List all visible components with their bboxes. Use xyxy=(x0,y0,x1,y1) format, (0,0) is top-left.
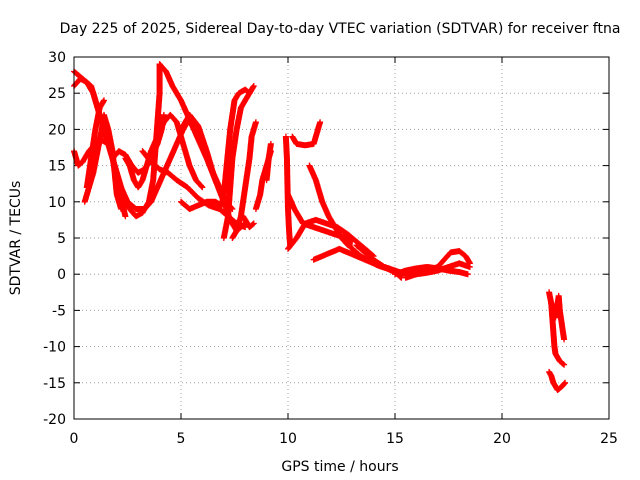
data-series xyxy=(71,61,569,393)
y-tick-label: 5 xyxy=(57,231,66,247)
series-arc-5 xyxy=(83,97,107,191)
chart-title: Day 225 of 2025, Sidereal Day-to-day VTE… xyxy=(60,21,621,37)
series-arc-26 xyxy=(392,264,471,278)
y-axis-label: SDTVAR / TECUs xyxy=(8,181,24,296)
series-arc-14 xyxy=(240,213,257,231)
x-tick-label: 20 xyxy=(493,431,511,447)
data-point-markers xyxy=(546,368,569,393)
series-arc-28 xyxy=(548,300,568,368)
y-tick-label: 30 xyxy=(48,50,66,66)
x-axis-label: GPS time / hours xyxy=(281,459,398,475)
data-point-markers xyxy=(178,86,253,212)
series-arc-11 xyxy=(178,86,253,212)
data-point-markers xyxy=(139,148,249,231)
series-arc-9 xyxy=(139,148,249,231)
y-tick-labels: -20 -15 -10 -5 0 5 10 15 20 25 30 xyxy=(43,50,66,428)
x-tick-label: 5 xyxy=(177,431,186,447)
y-tick-label: 10 xyxy=(48,195,66,211)
data-point-markers xyxy=(83,97,107,191)
y-tick-label: 15 xyxy=(48,159,66,175)
y-tick-label: 20 xyxy=(48,122,66,138)
x-tick-label: 10 xyxy=(279,431,297,447)
data-point-markers xyxy=(548,300,568,368)
series-arc-13 xyxy=(229,119,259,241)
data-point-markers xyxy=(240,213,257,231)
series-arc-16 xyxy=(263,140,274,184)
series-arc-17 xyxy=(289,119,324,149)
y-tick-label: 25 xyxy=(48,86,66,102)
y-tick-label: -5 xyxy=(52,303,66,319)
plot-frame xyxy=(73,56,610,420)
data-point-markers xyxy=(392,264,471,278)
data-point-markers xyxy=(263,140,274,184)
y-tick-label: -10 xyxy=(43,340,66,356)
x-tick-label: 25 xyxy=(600,431,618,447)
series-arc-29 xyxy=(546,368,569,393)
data-point-markers xyxy=(289,119,324,149)
y-tick-label: -15 xyxy=(43,376,66,392)
data-point-markers xyxy=(229,119,259,241)
y-tick-label: -20 xyxy=(43,412,66,428)
x-tick-labels: 0 5 10 15 20 25 xyxy=(70,431,618,447)
y-tick-label: 0 xyxy=(57,267,66,283)
data-point-markers xyxy=(220,83,257,241)
x-tick-label: 0 xyxy=(70,431,79,447)
x-tick-label: 15 xyxy=(386,431,404,447)
data-point-markers xyxy=(282,133,294,249)
series-arc-19 xyxy=(282,133,294,249)
series-arc-12 xyxy=(220,83,257,241)
